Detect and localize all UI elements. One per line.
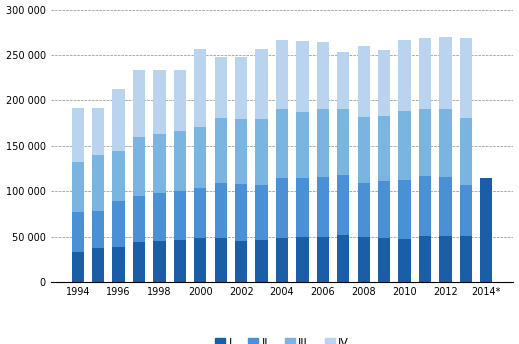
Bar (296, 237, 309, 282)
Bar (399, 180, 411, 239)
Bar (337, 235, 349, 282)
Bar (214, 183, 227, 238)
Bar (276, 41, 288, 109)
Bar (378, 51, 390, 116)
Bar (113, 247, 125, 282)
Bar (194, 187, 207, 238)
Bar (72, 162, 84, 212)
Bar (153, 134, 166, 193)
Bar (72, 108, 84, 162)
Bar (133, 242, 145, 282)
Bar (358, 117, 370, 183)
Bar (419, 176, 431, 236)
Bar (296, 41, 309, 112)
Legend: I, II, III, IV: I, II, III, IV (211, 333, 353, 344)
Bar (399, 111, 411, 180)
Bar (72, 252, 84, 282)
Bar (439, 109, 452, 177)
Bar (194, 238, 207, 282)
Bar (92, 155, 104, 211)
Bar (460, 118, 472, 185)
Bar (399, 239, 411, 282)
Bar (255, 49, 268, 119)
Bar (174, 69, 186, 131)
Bar (235, 57, 247, 119)
Bar (133, 137, 145, 196)
Bar (194, 127, 207, 187)
Bar (113, 89, 125, 151)
Bar (337, 109, 349, 175)
Bar (460, 38, 472, 118)
Bar (72, 212, 84, 252)
Bar (214, 57, 227, 118)
Bar (378, 116, 390, 181)
Bar (235, 184, 247, 241)
Bar (255, 185, 268, 240)
Bar (317, 109, 329, 177)
Bar (153, 193, 166, 241)
Bar (255, 119, 268, 185)
Bar (419, 236, 431, 282)
Bar (92, 211, 104, 248)
Bar (460, 236, 472, 282)
Bar (399, 41, 411, 111)
Bar (113, 201, 125, 247)
Bar (378, 181, 390, 238)
Bar (133, 71, 145, 137)
Bar (378, 238, 390, 282)
Bar (235, 241, 247, 282)
Bar (153, 241, 166, 282)
Bar (358, 183, 370, 237)
Bar (92, 248, 104, 282)
Bar (419, 109, 431, 176)
Bar (174, 131, 186, 191)
Bar (317, 42, 329, 109)
Bar (255, 240, 268, 282)
Bar (174, 240, 186, 282)
Bar (174, 191, 186, 240)
Bar (113, 151, 125, 201)
Bar (460, 185, 472, 236)
Bar (317, 237, 329, 282)
Bar (276, 109, 288, 178)
Bar (358, 46, 370, 117)
Bar (419, 38, 431, 109)
Bar (337, 52, 349, 109)
Bar (358, 237, 370, 282)
Bar (439, 37, 452, 109)
Bar (337, 175, 349, 235)
Bar (235, 119, 247, 184)
Bar (296, 112, 309, 178)
Bar (317, 177, 329, 237)
Bar (276, 238, 288, 282)
Bar (480, 178, 493, 282)
Bar (439, 177, 452, 236)
Bar (439, 236, 452, 282)
Bar (214, 238, 227, 282)
Bar (194, 49, 207, 127)
Bar (296, 178, 309, 237)
Bar (133, 196, 145, 242)
Bar (214, 118, 227, 183)
Bar (153, 71, 166, 134)
Bar (276, 178, 288, 238)
Bar (92, 108, 104, 155)
